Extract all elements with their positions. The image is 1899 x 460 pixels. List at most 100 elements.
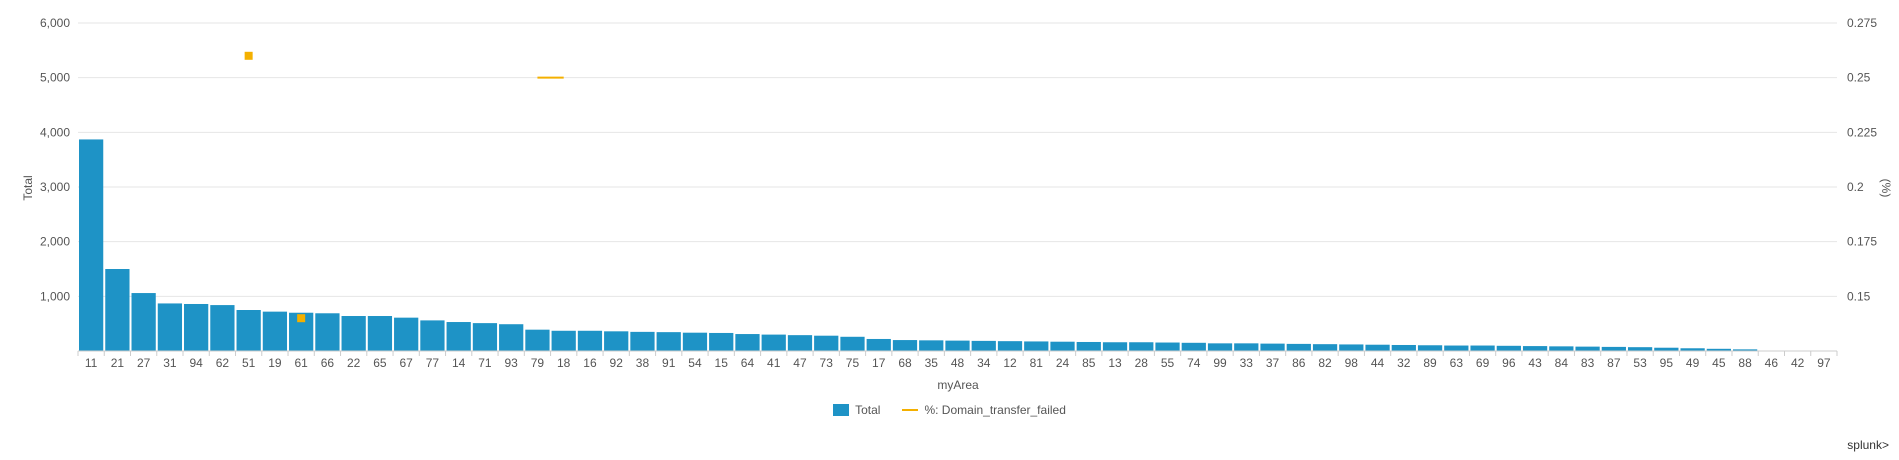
x-tick-label: 75 xyxy=(846,356,860,370)
bar[interactable] xyxy=(656,332,681,351)
bar[interactable] xyxy=(1706,348,1731,351)
legend-item-domain-transfer-failed[interactable]: %: Domain_transfer_failed xyxy=(902,403,1066,417)
bar[interactable] xyxy=(1102,342,1128,351)
bar[interactable] xyxy=(761,334,786,351)
bar[interactable] xyxy=(919,340,944,351)
bar[interactable] xyxy=(866,338,891,351)
bar[interactable] xyxy=(184,303,209,351)
bar[interactable] xyxy=(997,341,1023,351)
bar[interactable] xyxy=(1181,342,1206,351)
x-tick-label: 95 xyxy=(1660,356,1674,370)
x-tick-label: 66 xyxy=(321,356,335,370)
legend-swatch-total xyxy=(833,404,850,416)
bar[interactable] xyxy=(840,336,865,351)
line-series xyxy=(244,51,564,323)
bar[interactable] xyxy=(945,340,970,351)
bar[interactable] xyxy=(1680,348,1705,351)
bar[interactable] xyxy=(1391,344,1416,351)
legend-item-total[interactable]: Total xyxy=(833,403,880,417)
bar-series xyxy=(79,139,1836,351)
y-axis: 1,000 2,000 3,000 4,000 5,000 6,000 xyxy=(40,16,70,303)
x-tick-label: 41 xyxy=(767,356,781,370)
x-tick-label: 81 xyxy=(1030,356,1044,370)
x-tick-label: 27 xyxy=(137,356,151,370)
bar[interactable] xyxy=(446,322,471,351)
bar[interactable] xyxy=(499,324,524,351)
bar[interactable] xyxy=(1207,343,1233,351)
bar[interactable] xyxy=(709,332,734,351)
bar[interactable] xyxy=(1549,346,1574,351)
bar[interactable] xyxy=(682,332,708,351)
bar[interactable] xyxy=(262,311,288,351)
bar[interactable] xyxy=(1601,346,1626,351)
bar[interactable] xyxy=(341,316,366,351)
bar[interactable] xyxy=(525,329,550,351)
bar[interactable] xyxy=(1155,342,1180,351)
bar[interactable] xyxy=(367,316,393,351)
bar[interactable] xyxy=(1076,341,1101,351)
x-tick-label: 51 xyxy=(242,356,256,370)
bar[interactable] xyxy=(1575,346,1600,351)
y2-tick-label: 0.2 xyxy=(1847,180,1864,194)
x-tick-label: 31 xyxy=(163,356,177,370)
bar[interactable] xyxy=(1417,345,1443,351)
bar[interactable] xyxy=(735,334,760,351)
bar[interactable] xyxy=(210,305,235,351)
bar[interactable] xyxy=(1024,341,1049,351)
bar[interactable] xyxy=(892,340,918,351)
bar[interactable] xyxy=(79,139,104,351)
bar[interactable] xyxy=(420,320,445,351)
bar[interactable] xyxy=(630,331,655,351)
bar[interactable] xyxy=(157,303,183,351)
bar[interactable] xyxy=(1339,344,1364,351)
bar[interactable] xyxy=(604,331,629,351)
bar[interactable] xyxy=(1129,342,1154,351)
x-tick-label: 47 xyxy=(793,356,807,370)
line-point[interactable] xyxy=(297,314,306,323)
bar[interactable] xyxy=(1522,346,1548,351)
bar[interactable] xyxy=(551,330,576,351)
x-axis: 11 21 27 31 94 62 51 19 61 66 22 65 67 77 14 71 93 79 18 16… xyxy=(77,350,1838,370)
x-tick-label: 98 xyxy=(1345,356,1359,370)
bar[interactable] xyxy=(971,340,996,351)
bar[interactable] xyxy=(315,313,340,351)
y2-axis: 0.15 0.175 0.2 0.225 0.25 0.275 xyxy=(1847,16,1877,303)
y2-tick-label: 0.15 xyxy=(1847,289,1871,303)
bar[interactable] xyxy=(131,293,156,351)
bar[interactable] xyxy=(1627,347,1653,351)
x-tick-label: 94 xyxy=(189,356,203,370)
splunk-logo: splunk> xyxy=(1847,438,1889,452)
bar[interactable] xyxy=(577,330,603,351)
y-tick-label: 3,000 xyxy=(40,180,70,194)
bar[interactable] xyxy=(1050,341,1075,351)
bar[interactable] xyxy=(394,317,419,351)
bar[interactable] xyxy=(1496,345,1521,351)
legend-label-total: Total xyxy=(855,403,881,417)
x-tick-label: 79 xyxy=(531,356,545,370)
bar[interactable] xyxy=(1470,345,1495,351)
x-tick-label: 96 xyxy=(1502,356,1516,370)
x-tick-label: 73 xyxy=(820,356,834,370)
x-tick-label: 64 xyxy=(741,356,755,370)
line-point[interactable] xyxy=(244,51,253,60)
bar[interactable] xyxy=(787,335,813,351)
legend-label-domain-transfer-failed: %: Domain_transfer_failed xyxy=(924,403,1066,417)
bar[interactable] xyxy=(1365,344,1390,351)
bar[interactable] xyxy=(1654,347,1679,351)
bar[interactable] xyxy=(236,310,261,351)
x-tick-label: 91 xyxy=(662,356,676,370)
bar[interactable] xyxy=(1732,349,1758,351)
bar[interactable] xyxy=(1312,344,1338,351)
x-tick-label: 71 xyxy=(478,356,492,370)
bar[interactable] xyxy=(472,323,498,351)
bar[interactable] xyxy=(1260,343,1285,351)
bar[interactable] xyxy=(105,269,130,351)
bar[interactable] xyxy=(1234,343,1259,351)
bar[interactable] xyxy=(1444,345,1469,351)
y-axis-title: Total xyxy=(21,175,35,200)
x-tick-label: 33 xyxy=(1240,356,1254,370)
y2-tick-label: 0.275 xyxy=(1847,16,1877,30)
x-tick-label: 12 xyxy=(1003,356,1017,370)
bar[interactable] xyxy=(1286,343,1311,351)
bar[interactable] xyxy=(814,335,839,351)
